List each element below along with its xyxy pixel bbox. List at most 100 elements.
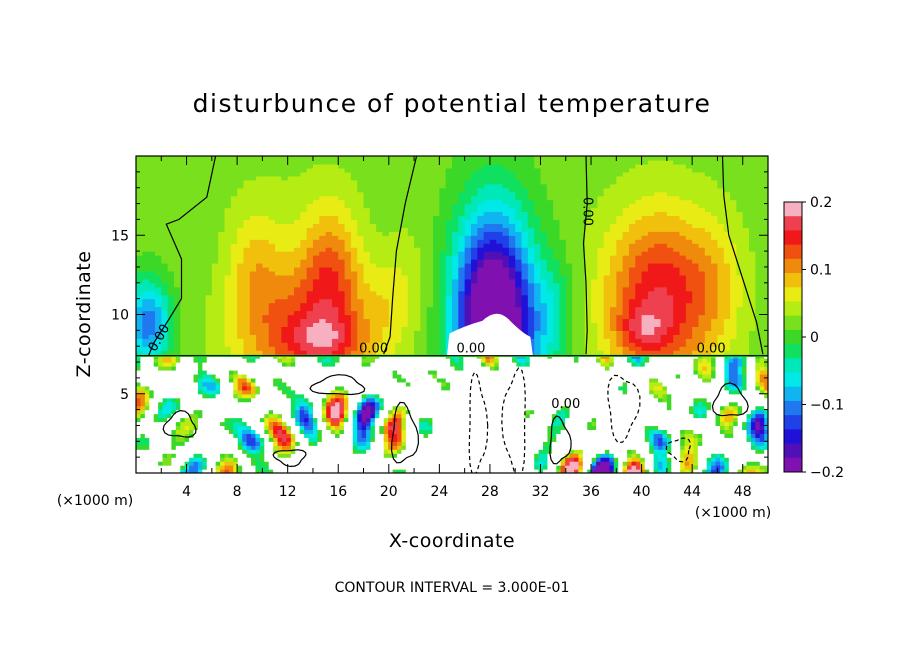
field-cell (180, 231, 188, 236)
field-cell (673, 187, 681, 193)
field-cell (742, 350, 750, 355)
field-cell (142, 255, 150, 260)
field-cell (704, 167, 712, 173)
field-cell (192, 314, 200, 320)
field-cell (755, 183, 763, 189)
field-cell (167, 266, 175, 272)
field-cell (306, 350, 314, 355)
field-cell (401, 163, 409, 169)
field-cell (755, 163, 763, 169)
field-cell (597, 235, 605, 240)
field-cell (736, 294, 744, 300)
field-cell (205, 211, 213, 217)
field-cell (237, 227, 245, 232)
field-cell (211, 350, 219, 355)
field-cell (742, 322, 750, 327)
field-cell (439, 171, 447, 177)
field-cell (660, 259, 668, 264)
field-cell (237, 262, 245, 268)
field-cell (154, 187, 162, 193)
field-cell (281, 270, 289, 276)
field-cell (679, 199, 687, 205)
field-cell (243, 231, 251, 236)
field-cell (173, 318, 181, 324)
field-cell (262, 270, 270, 276)
field-cell (426, 334, 434, 339)
field-cell (439, 346, 447, 351)
field-cell (527, 251, 535, 256)
field-cell (584, 330, 592, 335)
field-cell (382, 270, 390, 276)
field-cell (761, 251, 768, 256)
field-cell (717, 251, 725, 256)
field-cell (736, 243, 744, 248)
field-cell (736, 262, 744, 268)
field-cell (711, 286, 719, 292)
field-cell (414, 243, 421, 248)
field-cell (161, 318, 169, 324)
field-cell (382, 243, 390, 248)
field-cell (426, 338, 434, 343)
field-cell (622, 251, 630, 256)
field-cell (249, 227, 257, 232)
field-cell (344, 259, 352, 264)
field-cell (704, 266, 712, 272)
field-cell (230, 211, 238, 217)
field-cell (173, 310, 181, 316)
field-cell (199, 342, 207, 347)
field-cell (565, 187, 573, 193)
field-cell (395, 199, 403, 205)
field-cell (230, 159, 238, 165)
field-cell (186, 262, 194, 268)
field-cell (685, 235, 693, 240)
field-cell (711, 266, 719, 272)
field-cell (635, 195, 643, 201)
field-cell (224, 314, 232, 320)
field-cell (578, 235, 586, 240)
field-cell (477, 231, 485, 236)
field-cell (452, 239, 459, 244)
field-cell (350, 255, 358, 260)
field-cell (439, 227, 447, 232)
field-cell (161, 314, 169, 320)
field-cell (136, 187, 143, 193)
field-cell (704, 330, 712, 335)
field-cell (142, 298, 150, 304)
field-cell (407, 266, 415, 272)
field-cell (527, 239, 535, 244)
field-cell (331, 314, 339, 320)
field-cell (256, 187, 263, 193)
field-cell (591, 199, 598, 205)
field-cell (584, 191, 592, 197)
field-cell (173, 255, 181, 260)
field-cell (161, 306, 169, 312)
field-cell (565, 286, 573, 292)
field-cell (534, 290, 542, 296)
field-cell (407, 227, 415, 232)
field-cell (572, 191, 579, 197)
field-cell (616, 314, 624, 320)
field-cell (275, 159, 282, 165)
field-cell (363, 179, 371, 185)
field-cell (527, 266, 535, 272)
field-cell (224, 274, 232, 280)
field-cell (635, 266, 643, 272)
field-cell (679, 318, 687, 324)
field-cell (458, 219, 466, 224)
field-cell (180, 171, 188, 177)
field-cell (755, 195, 763, 201)
field-cell (622, 310, 630, 316)
field-cell (717, 207, 725, 213)
field-cell (331, 203, 339, 209)
field-cell (224, 294, 232, 300)
field-cell (287, 199, 295, 205)
field-cell (572, 278, 579, 284)
field-cell (142, 175, 150, 181)
field-cell (616, 219, 624, 224)
field-cell (603, 346, 611, 351)
field-cell (426, 167, 434, 173)
field-cell (610, 278, 617, 284)
field-cell (755, 290, 763, 296)
field-cell (755, 298, 763, 304)
field-cell (711, 255, 719, 260)
